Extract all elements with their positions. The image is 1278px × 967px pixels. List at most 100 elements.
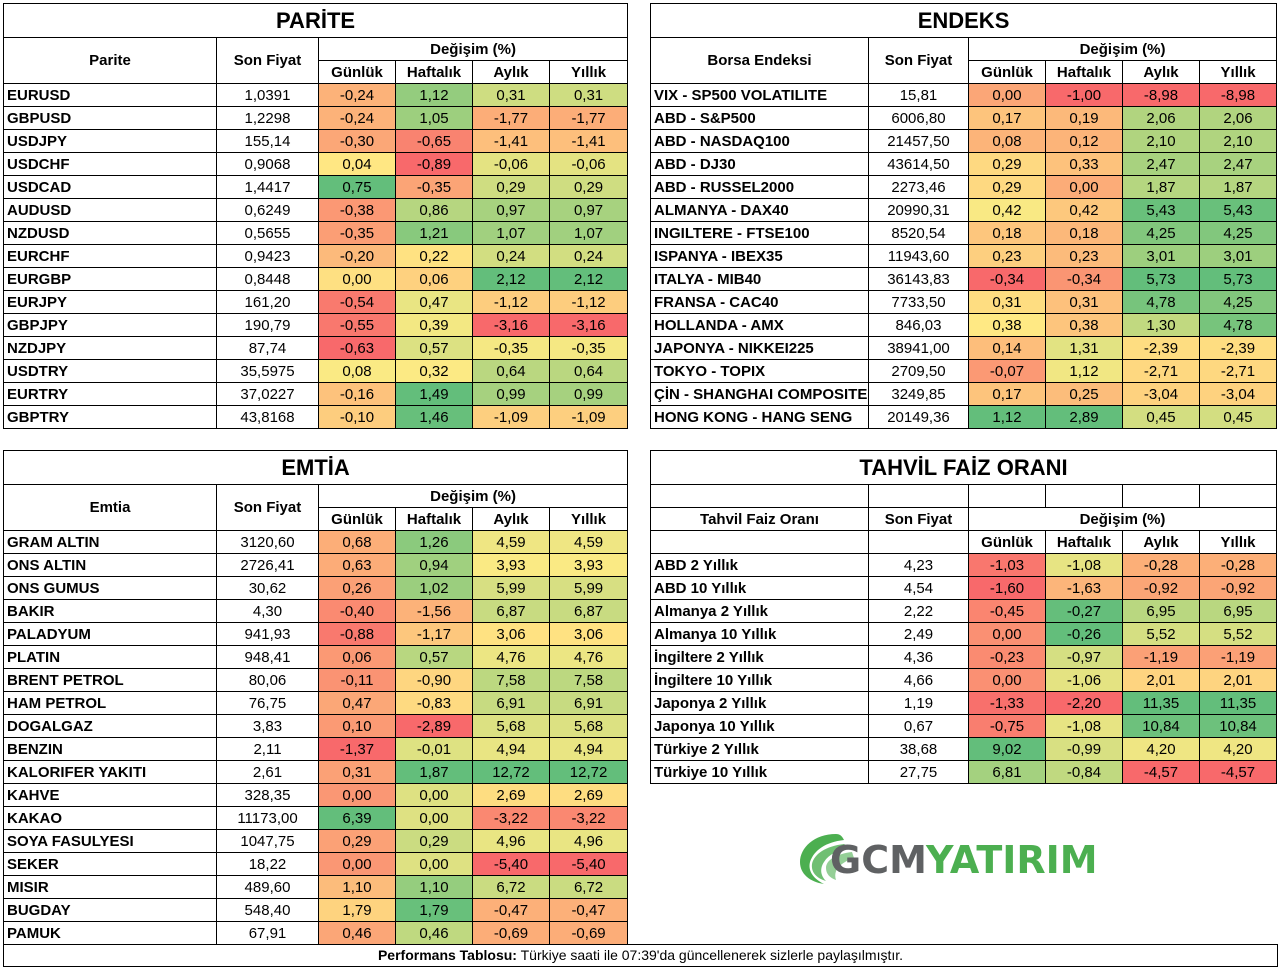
parite-daily-header: Günlük — [318, 60, 396, 84]
parite-row-daily-change: -0,16 — [318, 382, 396, 406]
endeks-row: ABD - S&P500 6006,80 0,17 0,19 2,06 2,06 — [650, 106, 1278, 130]
parite-row: EURUSD 1,0391 -0,24 1,12 0,31 0,31 — [3, 83, 629, 107]
parite-row: EURCHF 0,9423 -0,20 0,22 0,24 0,24 — [3, 244, 629, 268]
endeks-row: INGILTERE - FTSE100 8520,54 0,18 0,18 4,25 4,… — [650, 221, 1278, 245]
emtia-row-monthly-change: 12,72 — [472, 760, 550, 784]
emtia-row-price: 67,91 — [216, 921, 319, 945]
endeks-row-daily-change: 0,00 — [968, 83, 1046, 107]
tahvil-row-name: ABD 2 Yıllık — [650, 553, 869, 577]
footer-label: Performans Tablosu: — [377, 947, 517, 963]
tahvil-rows: ABD 2 Yıllık 4,23 -1,03 -1,08 -0,28 -0,28 ABD … — [650, 553, 1278, 784]
parite-row: EURGBP 0,8448 0,00 0,06 2,12 2,12 — [3, 267, 629, 291]
tahvil-row: Almanya 2 Yıllık 2,22 -0,45 -0,27 6,95 6,95 — [650, 599, 1278, 623]
parite-row-price: 1,0391 — [216, 83, 319, 107]
endeks-row-daily-change: 0,42 — [968, 198, 1046, 222]
parite-row-monthly-change: 1,07 — [472, 221, 550, 245]
tahvil-row: Türkiye 2 Yıllık 38,68 9,02 -0,99 4,20 4,20 — [650, 737, 1278, 761]
tahvil-daily-header: Günlük — [968, 530, 1046, 554]
parite-row-daily-change: -0,24 — [318, 83, 396, 107]
endeks-price-header: Son Fiyat — [868, 37, 969, 84]
emtia-row-yearly-change: 4,96 — [548, 829, 629, 853]
parite-row-price: 87,74 — [216, 336, 319, 360]
endeks-row-name: ABD - S&P500 — [650, 106, 869, 130]
emtia-row-weekly-change: 0,00 — [395, 783, 473, 807]
emtia-row: SEKER 18,22 0,00 0,00 -5,40 -5,40 — [3, 852, 629, 876]
parite-row: GBPUSD 1,2298 -0,24 1,05 -1,77 -1,77 — [3, 106, 629, 130]
parite-change-header: Değişim (%) — [317, 37, 629, 61]
endeks-row-weekly-change: 0,31 — [1045, 290, 1123, 314]
tahvil-row: Almanya 10 Yıllık 2,49 0,00 -0,26 5,52 5,52 — [650, 622, 1278, 646]
endeks-row-name: FRANSA - CAC40 — [650, 290, 869, 314]
tahvil-row-weekly-change: -0,99 — [1045, 737, 1123, 761]
parite-row: USDCHF 0,9068 0,04 -0,89 -0,06 -0,06 — [3, 152, 629, 176]
parite-row-name: EURCHF — [3, 244, 217, 268]
parite-row-name: USDTRY — [3, 359, 217, 383]
tahvil-title: TAHVİL FAİZ ORANI — [649, 450, 1278, 485]
tahvil-row-yearly-change: -0,92 — [1198, 576, 1278, 600]
endeks-row-price: 21457,50 — [868, 129, 969, 153]
emtia-row: KAKAO 11173,00 6,39 0,00 -3,22 -3,22 — [3, 806, 629, 830]
parite-row-yearly-change: 0,97 — [548, 198, 629, 222]
emtia-monthly-header: Aylık — [472, 507, 550, 531]
emtia-row-price: 30,62 — [216, 576, 319, 600]
endeks-row-weekly-change: 0,33 — [1045, 152, 1123, 176]
emtia-change-header: Değişim (%) — [317, 484, 629, 508]
emtia-row-daily-change: 0,31 — [318, 760, 396, 784]
endeks-row-monthly-change: -3,04 — [1122, 382, 1200, 406]
parite-row-name: AUDUSD — [3, 198, 217, 222]
parite-row-monthly-change: -1,41 — [472, 129, 550, 153]
emtia-row-yearly-change: 5,99 — [548, 576, 629, 600]
svg-text:GCM: GCM — [830, 838, 927, 882]
endeks-change-header: Değişim (%) — [967, 37, 1278, 61]
endeks-row: FRANSA - CAC40 7733,50 0,31 0,31 4,78 4,25 — [650, 290, 1278, 314]
emtia-row-name: ONS ALTIN — [3, 553, 217, 577]
parite-row-weekly-change: 0,57 — [395, 336, 473, 360]
parite-row-monthly-change: 0,64 — [472, 359, 550, 383]
endeks-row-weekly-change: 2,89 — [1045, 405, 1123, 429]
parite-row-price: 0,5655 — [216, 221, 319, 245]
parite-row-weekly-change: 0,06 — [395, 267, 473, 291]
emtia-row-yearly-change: 6,87 — [548, 599, 629, 623]
endeks-row-name: TOKYO - TOPIX — [650, 359, 869, 383]
tahvil-row-weekly-change: -0,97 — [1045, 645, 1123, 669]
emtia-row-daily-change: 0,68 — [318, 530, 396, 554]
tahvil-row: Japonya 2 Yıllık 1,19 -1,33 -2,20 11,35 11,35 — [650, 691, 1278, 715]
endeks-row-weekly-change: 0,00 — [1045, 175, 1123, 199]
emtia-row: SOYA FASULYESI 1047,75 0,29 0,29 4,96 4,96 — [3, 829, 629, 853]
tahvil-change-header: Değişim (%) — [967, 507, 1278, 531]
emtia-row-name: BENZIN — [3, 737, 217, 761]
emtia-row-daily-change: 1,79 — [318, 898, 396, 922]
parite-row-daily-change: 0,00 — [318, 267, 396, 291]
emtia-weekly-header: Haftalık — [395, 507, 473, 531]
emtia-row-price: 2,61 — [216, 760, 319, 784]
footer-note: Performans Tablosu: Türkiye saati ile 07… — [3, 944, 1278, 967]
emtia-row-weekly-change: -0,01 — [395, 737, 473, 761]
endeks-row: HONG KONG - HANG SENG 20149,36 1,12 2,89 0,4… — [650, 405, 1278, 429]
emtia-row: BUGDAY 548,40 1,79 1,79 -0,47 -0,47 — [3, 898, 629, 922]
parite-row-name: EURTRY — [3, 382, 217, 406]
parite-row-weekly-change: 1,05 — [395, 106, 473, 130]
parite-row: NZDJPY 87,74 -0,63 0,57 -0,35 -0,35 — [3, 336, 629, 360]
emtia-row-yearly-change: 7,58 — [548, 668, 629, 692]
endeks-row-price: 6006,80 — [868, 106, 969, 130]
tahvil-row: Japonya 10 Yıllık 0,67 -0,75 -1,08 10,84 10,8… — [650, 714, 1278, 738]
endeks-row-monthly-change: 3,01 — [1122, 244, 1200, 268]
emtia-row-price: 489,60 — [216, 875, 319, 899]
tahvil-row-daily-change: -1,03 — [968, 553, 1046, 577]
parite-row-price: 1,4417 — [216, 175, 319, 199]
tahvil-row-monthly-change: -0,28 — [1122, 553, 1200, 577]
emtia-row-daily-change: -0,11 — [318, 668, 396, 692]
emtia-row-price: 76,75 — [216, 691, 319, 715]
endeks-row-yearly-change: 4,25 — [1198, 221, 1278, 245]
endeks-row-daily-change: 0,29 — [968, 175, 1046, 199]
emtia-row-name: SOYA FASULYESI — [3, 829, 217, 853]
endeks-row-name: ITALYA - MIB40 — [650, 267, 869, 291]
emtia-row-weekly-change: 0,00 — [395, 806, 473, 830]
parite-row-yearly-change: -3,16 — [548, 313, 629, 337]
emtia-row-monthly-change: -5,40 — [472, 852, 550, 876]
emtia-title: EMTİA — [2, 450, 629, 485]
emtia-table: EMTİA Emtia Son Fiyat Değişim (%) Günlük… — [2, 450, 629, 945]
endeks-row-weekly-change: 1,31 — [1045, 336, 1123, 360]
tahvil-weekly-header: Haftalık — [1045, 530, 1123, 554]
tahvil-row-yearly-change: -4,57 — [1198, 760, 1278, 784]
